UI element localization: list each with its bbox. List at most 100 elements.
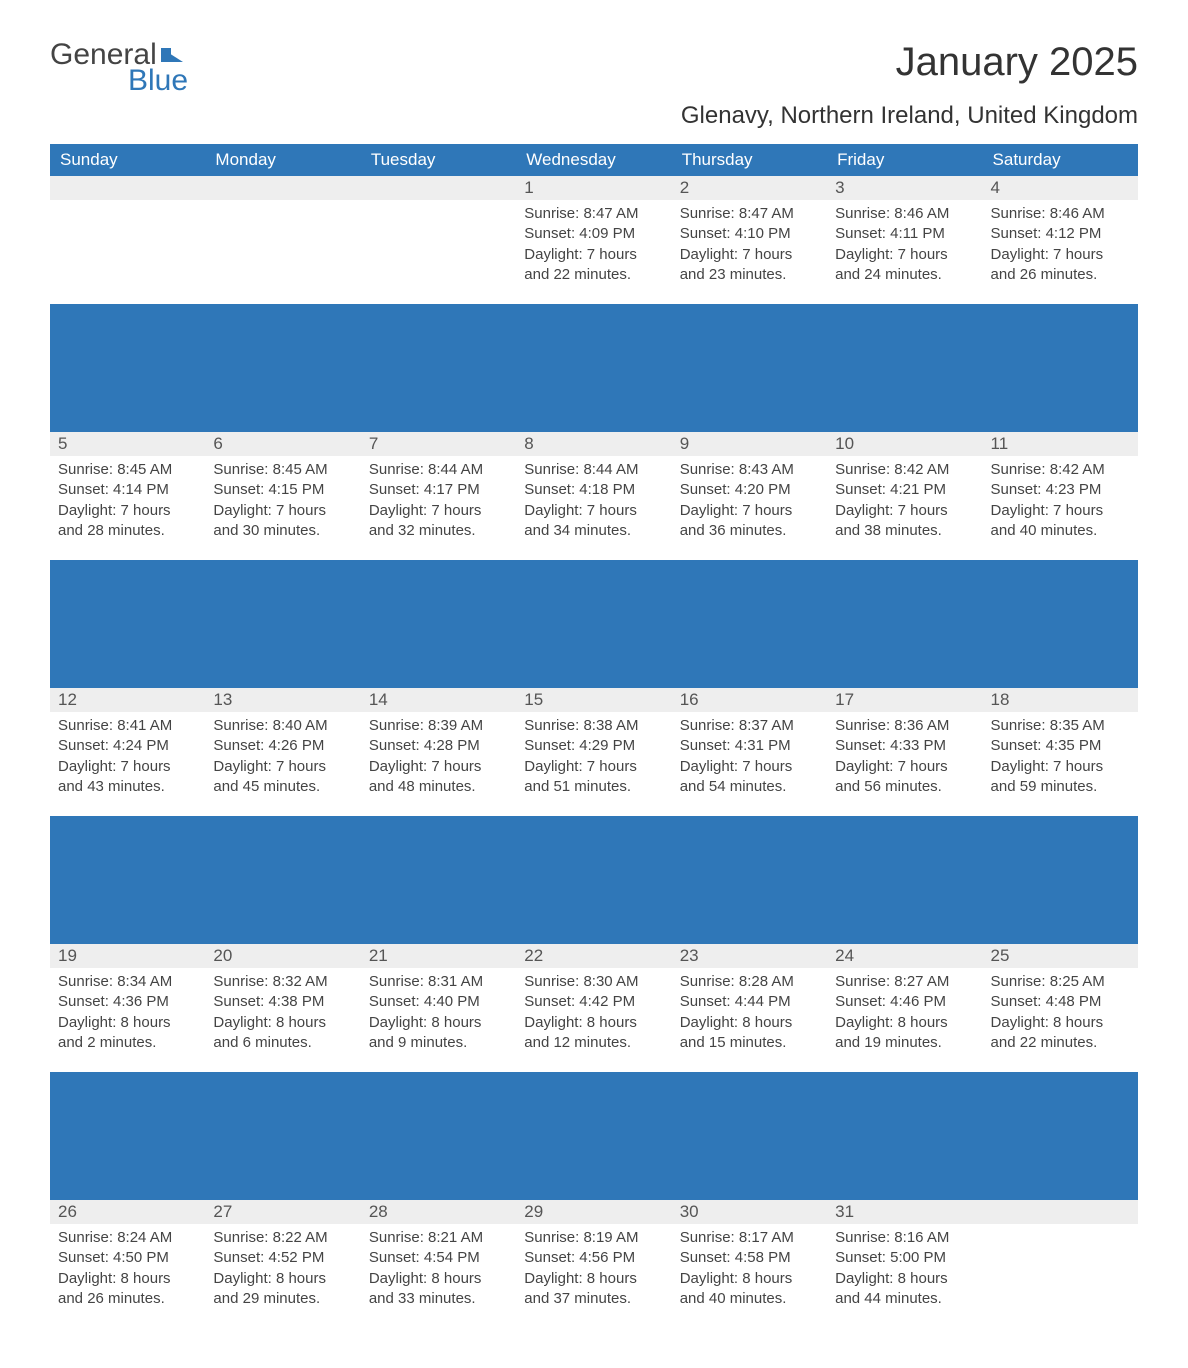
sunset-line: Sunset: 4:14 PM xyxy=(58,480,197,500)
calendar-cell: 18Sunrise: 8:35 AMSunset: 4:35 PMDayligh… xyxy=(983,688,1138,816)
sunrise-line: Sunrise: 8:19 AM xyxy=(524,1228,663,1248)
calendar-cell: 28 Sunrise: 8:21 AMSunset: 4:54 PMDayligh… xyxy=(361,1200,516,1328)
calendar-cell: 27Sunrise: 8:22 AMSunset: 4:52 PMDayligh… xyxy=(205,1200,360,1328)
calendar-cell: 25Sunrise: 8:25 AMSunset: 4:48 PMDayligh… xyxy=(983,944,1138,1072)
sunset-line: Sunset: 4:20 PM xyxy=(680,480,819,500)
calendar-cell: 11Sunrise: 8:42 AMSunset: 4:23 PMDayligh… xyxy=(983,432,1138,560)
sunrise-line: Sunrise: 8:16 AM xyxy=(835,1228,974,1248)
day-body: Sunrise: 8:41 AMSunset: 4:24 PMDaylight:… xyxy=(50,712,205,807)
daylight-line: Daylight: 8 hours and 37 minutes. xyxy=(524,1269,663,1310)
day-header: Friday xyxy=(827,144,982,176)
daylight-line: Daylight: 8 hours and 22 minutes. xyxy=(991,1013,1130,1054)
sunset-line: Sunset: 4:21 PM xyxy=(835,480,974,500)
day-body: Sunrise: 8:28 AMSunset: 4:44 PMDaylight:… xyxy=(672,968,827,1063)
sunset-line: Sunset: 4:23 PM xyxy=(991,480,1130,500)
day-number: 31 xyxy=(827,1200,982,1224)
sunset-line: Sunset: 4:56 PM xyxy=(524,1248,663,1268)
sunrise-line: Sunrise: 8:39 AM xyxy=(369,716,508,736)
sunset-line: Sunset: 5:00 PM xyxy=(835,1248,974,1268)
daylight-line: Daylight: 7 hours and 54 minutes. xyxy=(680,757,819,798)
day-body: Sunrise: 8:43 AMSunset: 4:20 PMDaylight:… xyxy=(672,456,827,551)
calendar-cell: 1Sunrise: 8:47 AMSunset: 4:09 PMDaylight… xyxy=(516,176,671,304)
day-body: Sunrise: 8:46 AMSunset: 4:12 PMDaylight:… xyxy=(983,200,1138,295)
sunrise-line: Sunrise: 8:24 AM xyxy=(58,1228,197,1248)
sunrise-line: Sunrise: 8:42 AM xyxy=(991,460,1130,480)
sunrise-line: Sunrise: 8:17 AM xyxy=(680,1228,819,1248)
daylight-line: Daylight: 7 hours and 23 minutes. xyxy=(680,245,819,286)
day-number: 17 xyxy=(827,688,982,712)
day-number: 15 xyxy=(516,688,671,712)
sunrise-line: Sunrise: 8:31 AM xyxy=(369,972,508,992)
daylight-line: Daylight: 8 hours and 26 minutes. xyxy=(58,1269,197,1310)
day-number: 20 xyxy=(205,944,360,968)
day-body: Sunrise: 8:47 AMSunset: 4:10 PMDaylight:… xyxy=(672,200,827,295)
day-body: Sunrise: 8:40 AMSunset: 4:26 PMDaylight:… xyxy=(205,712,360,807)
calendar-cell: 5Sunrise: 8:45 AMSunset: 4:14 PMDaylight… xyxy=(50,432,205,560)
day-body: Sunrise: 8:34 AMSunset: 4:36 PMDaylight:… xyxy=(50,968,205,1063)
sunset-line: Sunset: 4:09 PM xyxy=(524,224,663,244)
daylight-line: Daylight: 8 hours and 33 minutes. xyxy=(369,1269,508,1310)
sunrise-line: Sunrise: 8:47 AM xyxy=(524,204,663,224)
calendar-cell xyxy=(50,176,205,304)
day-body: Sunrise: 8:16 AMSunset: 5:00 PMDaylight:… xyxy=(827,1224,982,1319)
daylight-line: Daylight: 8 hours and 29 minutes. xyxy=(213,1269,352,1310)
day-number: 6 xyxy=(205,432,360,456)
day-body: Sunrise: 8:42 AMSunset: 4:21 PMDaylight:… xyxy=(827,456,982,551)
sunset-line: Sunset: 4:50 PM xyxy=(58,1248,197,1268)
sunset-line: Sunset: 4:42 PM xyxy=(524,992,663,1012)
day-body: Sunrise: 8:46 AMSunset: 4:11 PMDaylight:… xyxy=(827,200,982,295)
sunrise-line: Sunrise: 8:41 AM xyxy=(58,716,197,736)
sunset-line: Sunset: 4:54 PM xyxy=(369,1248,508,1268)
daylight-line: Daylight: 8 hours and 6 minutes. xyxy=(213,1013,352,1054)
calendar-cell: 24Sunrise: 8:27 AMSunset: 4:46 PMDayligh… xyxy=(827,944,982,1072)
sunrise-line: Sunrise: 8:37 AM xyxy=(680,716,819,736)
day-body: Sunrise: 8:45 AMSunset: 4:15 PMDaylight:… xyxy=(205,456,360,551)
calendar-cell: 12Sunrise: 8:41 AMSunset: 4:24 PMDayligh… xyxy=(50,688,205,816)
sunrise-line: Sunrise: 8:42 AM xyxy=(835,460,974,480)
sunset-line: Sunset: 4:58 PM xyxy=(680,1248,819,1268)
calendar-cell: 17Sunrise: 8:36 AMSunset: 4:33 PMDayligh… xyxy=(827,688,982,816)
daylight-line: Daylight: 7 hours and 36 minutes. xyxy=(680,501,819,542)
calendar-cell: 16Sunrise: 8:37 AMSunset: 4:31 PMDayligh… xyxy=(672,688,827,816)
week-separator xyxy=(50,816,1138,944)
page-title: January 2025 xyxy=(896,40,1138,85)
sunrise-line: Sunrise: 8:21 AM xyxy=(369,1228,508,1248)
daylight-line: Daylight: 7 hours and 45 minutes. xyxy=(213,757,352,798)
calendar-week: 19Sunrise: 8:34 AMSunset: 4:36 PMDayligh… xyxy=(50,944,1138,1072)
sunset-line: Sunset: 4:17 PM xyxy=(369,480,508,500)
sunrise-line: Sunrise: 8:46 AM xyxy=(835,204,974,224)
sunrise-line: Sunrise: 8:44 AM xyxy=(524,460,663,480)
sunrise-line: Sunrise: 8:32 AM xyxy=(213,972,352,992)
day-number: 28 xyxy=(361,1200,516,1224)
day-body: Sunrise: 8:47 AMSunset: 4:09 PMDaylight:… xyxy=(516,200,671,295)
calendar-cell xyxy=(361,176,516,304)
day-body: Sunrise: 8:45 AMSunset: 4:14 PMDaylight:… xyxy=(50,456,205,551)
day-body: Sunrise: 8:36 AMSunset: 4:33 PMDaylight:… xyxy=(827,712,982,807)
daylight-line: Daylight: 7 hours and 51 minutes. xyxy=(524,757,663,798)
day-number: 12 xyxy=(50,688,205,712)
sunset-line: Sunset: 4:15 PM xyxy=(213,480,352,500)
daylight-line: Daylight: 7 hours and 22 minutes. xyxy=(524,245,663,286)
calendar-cell: 20 Sunrise: 8:32 AMSunset: 4:38 PMDayligh… xyxy=(205,944,360,1072)
calendar-cell: 30Sunrise: 8:17 AMSunset: 4:58 PMDayligh… xyxy=(672,1200,827,1328)
calendar-cell: 26 Sunrise: 8:24 AMSunset: 4:50 PMDayligh… xyxy=(50,1200,205,1328)
sunrise-line: Sunrise: 8:25 AM xyxy=(991,972,1130,992)
day-number xyxy=(50,176,205,200)
day-number xyxy=(361,176,516,200)
day-body: Sunrise: 8:17 AMSunset: 4:58 PMDaylight:… xyxy=(672,1224,827,1319)
day-header-row: SundayMondayTuesdayWednesdayThursdayFrid… xyxy=(50,144,1138,176)
daylight-line: Daylight: 8 hours and 15 minutes. xyxy=(680,1013,819,1054)
calendar-cell: 13Sunrise: 8:40 AMSunset: 4:26 PMDayligh… xyxy=(205,688,360,816)
day-header: Tuesday xyxy=(361,144,516,176)
day-body: Sunrise: 8:35 AMSunset: 4:35 PMDaylight:… xyxy=(983,712,1138,807)
sunset-line: Sunset: 4:38 PM xyxy=(213,992,352,1012)
day-number: 24 xyxy=(827,944,982,968)
sunset-line: Sunset: 4:29 PM xyxy=(524,736,663,756)
daylight-line: Daylight: 7 hours and 40 minutes. xyxy=(991,501,1130,542)
daylight-line: Daylight: 7 hours and 48 minutes. xyxy=(369,757,508,798)
day-number: 2 xyxy=(672,176,827,200)
day-number: 26 xyxy=(50,1200,205,1224)
day-number: 3 xyxy=(827,176,982,200)
day-body: Sunrise: 8:37 AMSunset: 4:31 PMDaylight:… xyxy=(672,712,827,807)
sunrise-line: Sunrise: 8:45 AM xyxy=(58,460,197,480)
